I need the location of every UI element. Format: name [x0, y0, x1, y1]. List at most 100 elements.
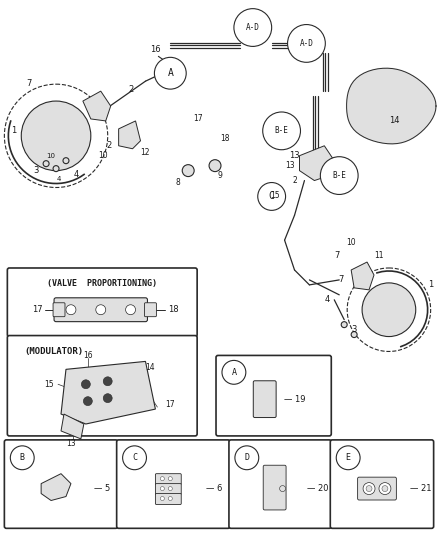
FancyBboxPatch shape [216, 356, 331, 436]
FancyBboxPatch shape [145, 303, 156, 317]
Circle shape [279, 486, 286, 491]
Polygon shape [41, 474, 71, 500]
Text: 8: 8 [176, 178, 180, 187]
Text: 15: 15 [270, 191, 279, 200]
Text: A: A [231, 368, 237, 377]
Circle shape [379, 482, 391, 495]
Text: — 6: — 6 [206, 484, 223, 493]
Circle shape [351, 332, 357, 337]
Text: 11: 11 [374, 251, 384, 260]
Circle shape [258, 182, 286, 211]
Text: 18: 18 [168, 305, 179, 314]
Circle shape [11, 446, 34, 470]
Text: 10: 10 [346, 238, 356, 247]
Text: 1: 1 [11, 126, 16, 135]
Polygon shape [351, 262, 374, 290]
Circle shape [103, 394, 112, 402]
Text: — 21: — 21 [410, 484, 431, 493]
Text: 10: 10 [46, 153, 56, 159]
Circle shape [366, 486, 372, 491]
Text: 17: 17 [165, 400, 175, 409]
Text: B: B [20, 453, 25, 462]
Text: 15: 15 [44, 379, 54, 389]
Circle shape [66, 305, 76, 314]
Circle shape [362, 283, 416, 336]
FancyBboxPatch shape [155, 494, 181, 504]
Text: 14: 14 [389, 116, 399, 125]
Circle shape [81, 380, 90, 389]
Circle shape [53, 166, 59, 172]
Text: B-E: B-E [275, 126, 289, 135]
Text: (MODULATOR): (MODULATOR) [24, 347, 83, 356]
Text: (VALVE  PROPORTIONING): (VALVE PROPORTIONING) [47, 279, 157, 288]
FancyBboxPatch shape [53, 303, 65, 317]
FancyBboxPatch shape [4, 440, 118, 528]
FancyBboxPatch shape [263, 465, 286, 510]
Circle shape [4, 84, 108, 188]
Polygon shape [300, 146, 334, 181]
Text: 1: 1 [428, 280, 433, 289]
FancyBboxPatch shape [229, 440, 331, 528]
Text: B-E: B-E [332, 171, 346, 180]
Circle shape [363, 482, 375, 495]
Circle shape [209, 160, 221, 172]
Polygon shape [61, 414, 84, 439]
Circle shape [234, 9, 272, 46]
Text: 17: 17 [32, 305, 43, 314]
Text: 7: 7 [335, 251, 340, 260]
Circle shape [83, 397, 92, 406]
Circle shape [160, 477, 164, 481]
Text: 9: 9 [218, 171, 223, 180]
Circle shape [21, 101, 91, 171]
Text: D: D [244, 453, 249, 462]
Circle shape [168, 487, 172, 490]
Circle shape [320, 157, 358, 195]
Circle shape [126, 305, 135, 314]
Circle shape [168, 477, 172, 481]
Text: — 5: — 5 [94, 484, 110, 493]
Polygon shape [346, 68, 436, 144]
Text: A-D: A-D [300, 39, 313, 48]
Text: A: A [167, 68, 173, 78]
Circle shape [103, 377, 112, 386]
Circle shape [235, 446, 259, 470]
Circle shape [288, 25, 325, 62]
Text: — 19: — 19 [283, 394, 305, 403]
Circle shape [43, 160, 49, 167]
Circle shape [341, 321, 347, 328]
Text: 16: 16 [83, 351, 93, 360]
Text: 18: 18 [220, 134, 230, 143]
Text: 13: 13 [290, 151, 300, 160]
Circle shape [96, 305, 106, 314]
FancyBboxPatch shape [7, 268, 197, 336]
Text: 7: 7 [339, 276, 344, 285]
Text: 12: 12 [141, 148, 150, 157]
FancyBboxPatch shape [155, 474, 181, 484]
Text: 3: 3 [351, 325, 357, 334]
Text: 2: 2 [292, 176, 297, 185]
Polygon shape [119, 121, 141, 149]
FancyBboxPatch shape [357, 477, 396, 500]
Polygon shape [83, 91, 111, 121]
FancyBboxPatch shape [117, 440, 230, 528]
Circle shape [382, 486, 388, 491]
Text: 4: 4 [73, 170, 78, 179]
Circle shape [63, 158, 69, 164]
Circle shape [123, 446, 146, 470]
FancyBboxPatch shape [330, 440, 434, 528]
Circle shape [160, 487, 164, 490]
FancyBboxPatch shape [155, 483, 181, 495]
Text: 10: 10 [98, 151, 107, 160]
Text: 14: 14 [145, 363, 155, 372]
Text: C: C [269, 191, 275, 201]
Circle shape [336, 446, 360, 470]
Text: E: E [346, 453, 351, 462]
Text: 3: 3 [33, 166, 39, 175]
Circle shape [347, 268, 431, 351]
Text: 16: 16 [150, 45, 161, 54]
Circle shape [155, 58, 186, 89]
FancyBboxPatch shape [253, 381, 276, 417]
Text: 17: 17 [193, 115, 203, 124]
Polygon shape [61, 361, 155, 424]
Circle shape [182, 165, 194, 176]
